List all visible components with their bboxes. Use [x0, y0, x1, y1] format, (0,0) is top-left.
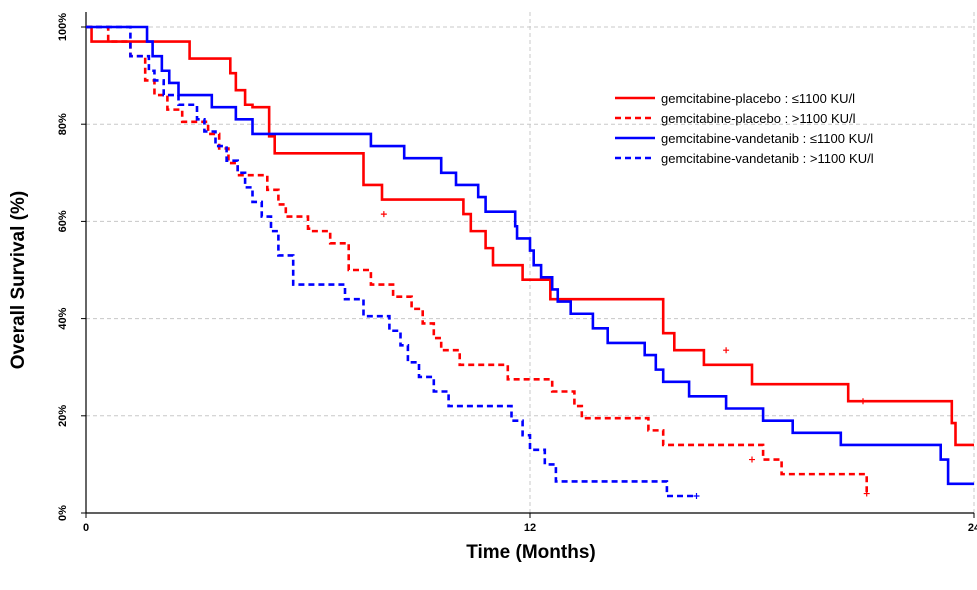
x-tick-label: 0 [83, 522, 89, 534]
series-layer [86, 25, 974, 499]
legend-label-4: gemcitabine-vandetanib : >1100 KU/l [661, 151, 874, 166]
censor-mark [860, 398, 866, 405]
y-tick-label: 40% [57, 307, 69, 329]
x-tick-label: 24 [968, 522, 977, 534]
legend-label-2: gemcitabine-placebo : >1100 KU/l [661, 111, 856, 126]
censor-mark [749, 456, 755, 463]
legend-label-1: gemcitabine-placebo : ≤1100 KU/l [661, 91, 855, 106]
x-tick-label: 12 [524, 522, 536, 534]
tick-labels: 0 12 24 0% 20% 40% 60% 80% 100% [57, 13, 977, 534]
censor-mark [723, 347, 730, 354]
x-axis-title: Time (Months) [466, 542, 595, 563]
series-line-3 [86, 25, 974, 486]
series-line-4 [86, 25, 697, 498]
series-line-1 [86, 25, 974, 447]
legend: gemcitabine-placebo : ≤1100 KU/l gemcitab… [615, 91, 874, 166]
y-tick-label: 20% [57, 405, 69, 427]
y-tick-label: 0% [57, 505, 69, 521]
censor-mark [863, 490, 870, 497]
y-axis-title: Overall Survival (%) [8, 191, 29, 369]
censor-mark [693, 492, 700, 499]
censor-mark [380, 211, 387, 218]
y-tick-label: 60% [57, 210, 69, 232]
grid-lines [86, 12, 975, 513]
y-tick-label: 80% [57, 113, 69, 135]
legend-label-3: gemcitabine-vandetanib : ≤1100 KU/l [661, 131, 873, 146]
y-tick-label: 100% [57, 13, 69, 41]
